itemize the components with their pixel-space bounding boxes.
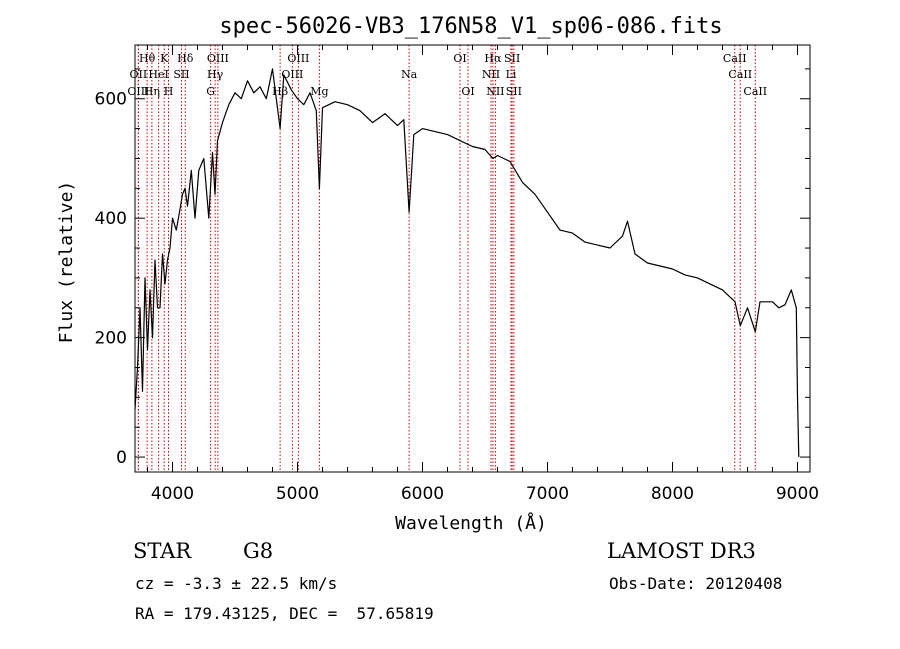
line-label: OIII: [127, 85, 149, 98]
redshift-velocity: cz = -3.3 ± 22.5 km/s: [135, 574, 338, 593]
y-tick-label: 0: [116, 448, 127, 468]
x-tick-label: 8000: [651, 484, 694, 504]
x-tick-label: 4000: [151, 484, 194, 504]
y-tick-label: 400: [95, 209, 127, 229]
x-axis-label: Wavelength (Å): [395, 512, 547, 534]
line-label: Na: [401, 68, 418, 81]
line-label: OIII: [207, 52, 229, 65]
y-tick-label: 600: [95, 90, 127, 110]
survey-name: LAMOST DR3: [607, 539, 756, 563]
y-axis: 0 200 400 600: [95, 68, 810, 468]
line-label: H: [164, 85, 174, 98]
object-subclass: G8: [243, 539, 274, 563]
line-label: K: [160, 52, 169, 65]
line-label: OII: [130, 68, 148, 81]
line-label: CaII: [728, 68, 752, 81]
x-tick-label: 5000: [276, 484, 319, 504]
chart-title: spec-56026-VB3_176N58_V1_sp06-086.fits: [219, 14, 722, 39]
x-tick-label: 6000: [401, 484, 444, 504]
line-label: Hθ: [139, 52, 156, 65]
flux-series-line: [134, 68, 800, 458]
line-label: Hα: [484, 52, 502, 65]
y-axis-label: Flux (relative): [56, 181, 77, 344]
line-label: CaII: [743, 85, 767, 98]
line-label: OIII: [281, 68, 303, 81]
object-class: STAR: [133, 539, 192, 563]
line-label: NII: [482, 68, 500, 81]
line-label: G: [206, 85, 215, 98]
spectral-line-markers: [137, 45, 756, 472]
plot-frame: [134, 44, 811, 473]
line-label: Hη: [144, 85, 160, 98]
line-label: OIII: [287, 52, 309, 65]
line-label: Hγ: [207, 68, 224, 81]
line-label: CaII: [723, 52, 747, 65]
line-label: SII: [506, 85, 522, 98]
line-label: Li: [506, 68, 517, 81]
line-label: NII: [486, 85, 504, 98]
observation-date: Obs-Date: 20120408: [609, 574, 783, 593]
line-label: Hδ: [177, 52, 194, 65]
x-tick-label: 9000: [776, 484, 819, 504]
x-axis: 4000 5000 6000 7000 8000 9000: [147, 45, 819, 504]
sky-coordinates: RA = 179.43125, DEC = 57.65819: [135, 604, 434, 623]
line-label: OI: [453, 52, 466, 65]
line-label: OI: [461, 85, 474, 98]
line-label: Mg: [310, 85, 328, 98]
y-tick-label: 200: [95, 329, 127, 349]
line-label: HeI: [148, 68, 168, 81]
line-label: SII: [173, 68, 189, 81]
x-tick-label: 7000: [526, 484, 569, 504]
line-label: SII: [504, 52, 520, 65]
